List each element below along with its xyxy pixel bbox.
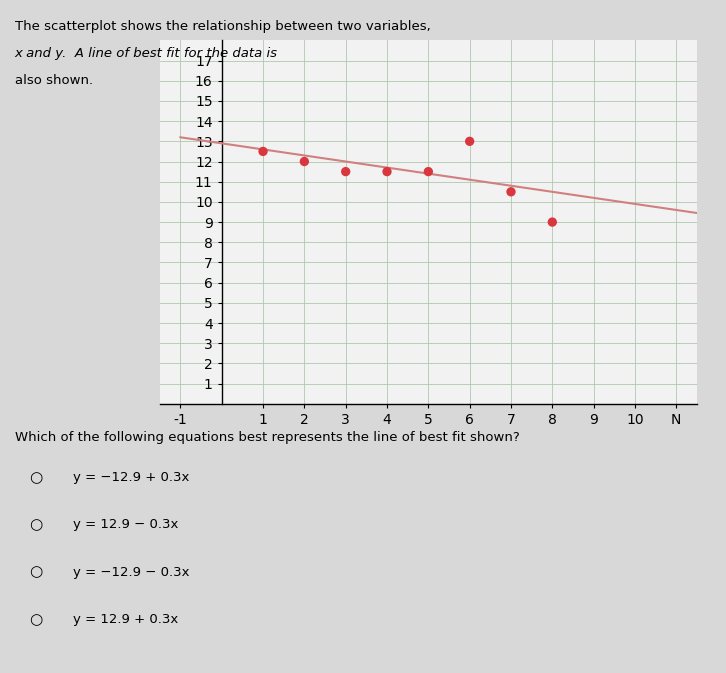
- Point: [381, 166, 393, 177]
- Point: [547, 217, 558, 227]
- Text: Which of the following equations best represents the line of best fit shown?: Which of the following equations best re…: [15, 431, 519, 444]
- Text: y = −12.9 − 0.3x: y = −12.9 − 0.3x: [73, 565, 189, 579]
- Text: y = 12.9 − 0.3x: y = 12.9 − 0.3x: [73, 518, 178, 532]
- Text: ○: ○: [29, 518, 42, 532]
- Point: [298, 156, 310, 167]
- Point: [505, 186, 517, 197]
- Point: [423, 166, 434, 177]
- Point: [257, 146, 269, 157]
- Text: x and y.  A line of best fit for the data is: x and y. A line of best fit for the data…: [15, 47, 277, 60]
- Text: also shown.: also shown.: [15, 74, 93, 87]
- Text: ○: ○: [29, 565, 42, 579]
- Text: ○: ○: [29, 612, 42, 627]
- Text: y = −12.9 + 0.3x: y = −12.9 + 0.3x: [73, 471, 189, 485]
- Point: [464, 136, 476, 147]
- Point: [340, 166, 351, 177]
- Text: y = 12.9 + 0.3x: y = 12.9 + 0.3x: [73, 612, 178, 626]
- Text: The scatterplot shows the relationship between two variables,: The scatterplot shows the relationship b…: [15, 20, 431, 33]
- Text: ○: ○: [29, 470, 42, 485]
